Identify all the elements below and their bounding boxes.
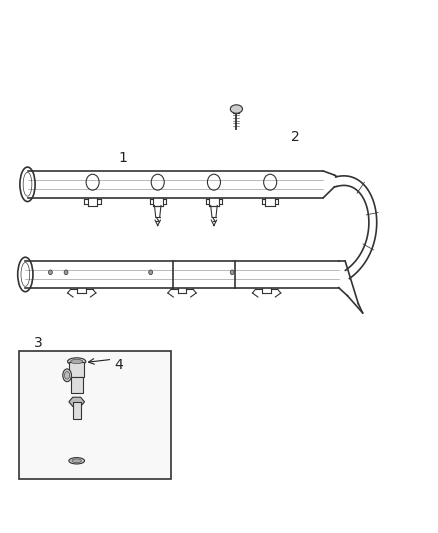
Bar — [71, 377, 83, 393]
Ellipse shape — [72, 459, 81, 463]
Ellipse shape — [69, 458, 85, 464]
Text: 2: 2 — [291, 130, 300, 143]
Circle shape — [64, 270, 68, 274]
Text: 4: 4 — [115, 358, 123, 372]
Bar — [69, 361, 84, 377]
Ellipse shape — [63, 369, 71, 382]
Text: 3: 3 — [34, 336, 43, 350]
Text: 1: 1 — [119, 151, 128, 165]
Ellipse shape — [67, 358, 86, 365]
Ellipse shape — [64, 372, 70, 379]
Ellipse shape — [71, 359, 83, 364]
Polygon shape — [69, 397, 85, 406]
Bar — [19, 351, 171, 479]
Circle shape — [230, 270, 234, 274]
Circle shape — [49, 270, 53, 274]
Bar — [73, 402, 81, 419]
Ellipse shape — [230, 105, 243, 114]
Circle shape — [149, 270, 152, 274]
